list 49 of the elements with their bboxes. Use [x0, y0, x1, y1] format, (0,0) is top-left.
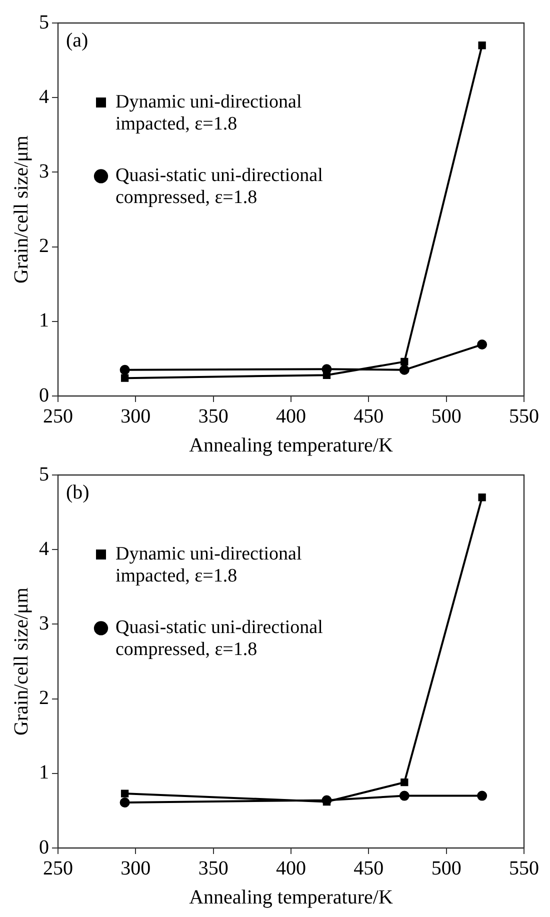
point — [478, 494, 486, 502]
point — [120, 790, 129, 798]
x-tick-label: 250 — [43, 857, 73, 880]
legend-label: Dynamic uni-directional impacted, ε=1.8 — [116, 543, 302, 586]
y-tick-label: 0 — [39, 836, 49, 858]
point — [120, 364, 130, 375]
point — [322, 371, 331, 379]
point — [399, 364, 410, 375]
x-tick-label: 400 — [276, 857, 306, 880]
y-tick-label: 4 — [39, 538, 49, 560]
x-tick-label: 500 — [431, 405, 462, 428]
annotation: (b) — [66, 481, 90, 504]
y-tick-label: 1 — [39, 762, 49, 784]
x-tick-label: 500 — [431, 857, 462, 880]
y-tick-label: 0 — [39, 384, 49, 406]
x-axis-title: Annealing temperature/K — [189, 434, 394, 456]
x-tick-label: 350 — [198, 857, 228, 880]
point — [400, 778, 408, 786]
x-axis-title: Annealing temperature/K — [189, 886, 394, 908]
x-tick-label: 550 — [509, 857, 539, 880]
y-tick-label: 1 — [39, 310, 49, 332]
x-tick-label: 350 — [198, 405, 228, 428]
x-tick-label: 300 — [120, 857, 151, 880]
y-tick-label: 3 — [39, 160, 49, 182]
x-tick-label: 450 — [354, 857, 384, 880]
x-tick-label: 300 — [120, 405, 151, 428]
y-axis-title: Grain/cell size/μm — [10, 135, 32, 284]
y-tick-label: 5 — [39, 11, 49, 34]
x-tick-label: 250 — [43, 405, 73, 428]
y-tick-label: 2 — [39, 235, 49, 258]
y-tick-label: 4 — [39, 86, 49, 108]
x-tick-label: 400 — [276, 405, 306, 428]
legend-label: Dynamic uni-directional impacted, ε=1.8 — [116, 91, 302, 134]
y-tick-label: 3 — [39, 612, 49, 634]
annotation: (a) — [66, 29, 88, 52]
point — [120, 797, 130, 808]
point — [399, 790, 410, 801]
y-tick-label: 5 — [39, 463, 49, 486]
point — [400, 358, 408, 366]
y-axis-title: Grain/cell size/μm — [10, 587, 32, 736]
point — [477, 340, 488, 350]
legend-label: Quasi-static uni-directional compressed, ε=1.8 — [116, 165, 323, 208]
point — [478, 42, 486, 50]
point — [477, 790, 488, 801]
legend-label: Quasi-static uni-directional compressed, ε=1.8 — [116, 617, 323, 660]
point — [120, 374, 129, 382]
x-tick-label: 450 — [354, 405, 384, 428]
x-tick-label: 550 — [509, 405, 539, 428]
y-tick-label: 2 — [39, 687, 49, 710]
